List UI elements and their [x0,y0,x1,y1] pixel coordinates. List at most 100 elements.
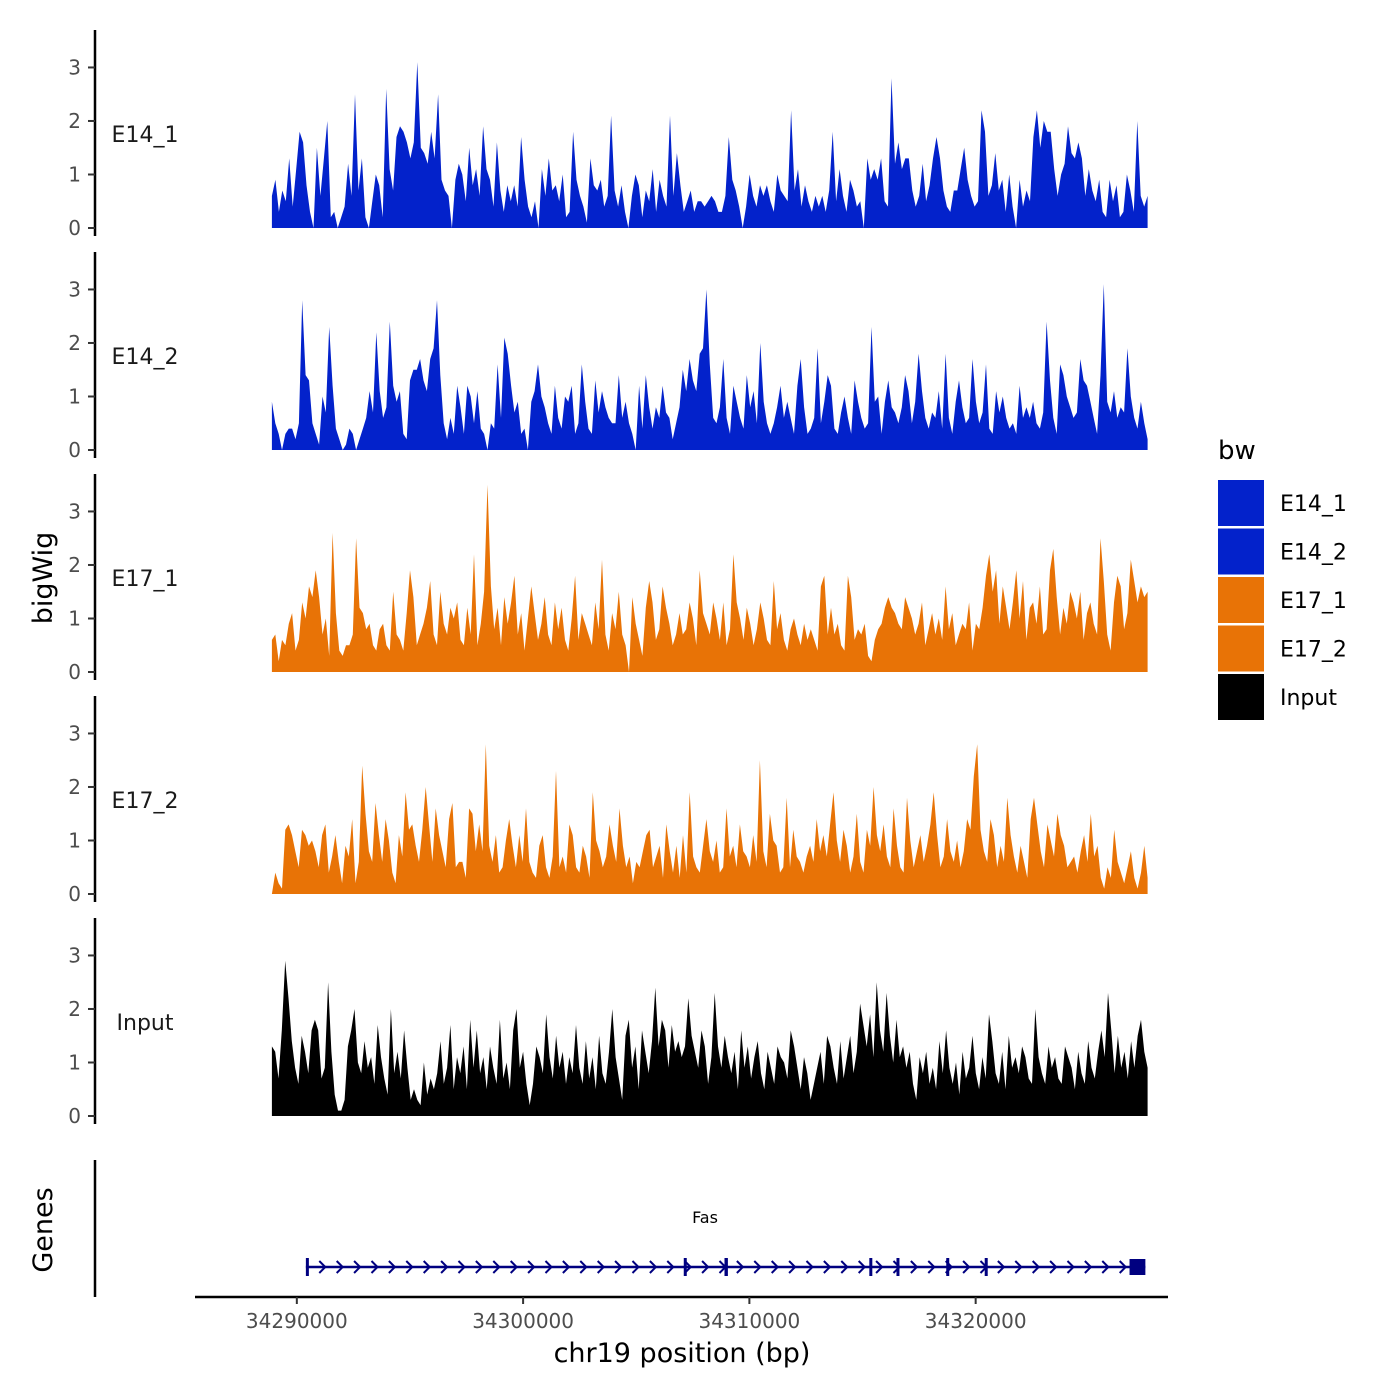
strand-arrow [579,1260,588,1274]
exon [683,1258,687,1276]
strand-arrow [1118,1260,1128,1274]
track-label: Input [117,1011,174,1036]
exon [305,1258,309,1276]
y-tick-label: 2 [68,109,81,133]
strand-arrow [788,1260,797,1274]
legend-label: E17_1 [1280,589,1347,614]
strand-arrow [596,1260,606,1274]
y-tick-label: 3 [68,55,81,79]
strand-arrow [544,1260,553,1274]
genes-panel: Fas [93,1160,1146,1297]
strand-arrow [892,1260,901,1274]
genes-panel-title: Genes [28,1187,59,1272]
track-e17-2: 0 1 2 3 E17_2 [68,696,1148,906]
legend-label: Input [1280,686,1337,711]
strand-arrow [1031,1260,1041,1274]
strand-arrow [701,1260,710,1274]
area-series [271,284,1148,450]
track-label: E17_2 [112,789,179,814]
y-tick-label: 2 [68,331,81,355]
strand-arrow [509,1260,519,1274]
legend-swatch [1218,625,1264,672]
strand-arrow [1014,1260,1023,1274]
strand-arrow [1101,1260,1110,1274]
strand-arrow [910,1260,919,1274]
strand-arrow [805,1260,814,1274]
strand-arrow [736,1260,745,1274]
x-axis-title: chr19 position (bp) [554,1338,811,1369]
y-tick-label: 0 [68,660,81,684]
y-tick-label: 0 [68,882,81,906]
y-tick-label: 2 [68,775,81,799]
x-tick-label: 34300000 [472,1309,574,1333]
y-tick-label: 3 [68,943,81,967]
strand-arrow [927,1260,936,1274]
exon [896,1258,900,1276]
strand-arrow [649,1260,658,1274]
strand-arrow [335,1260,345,1274]
track-e14-2: 0 1 2 3 E14_2 [68,252,1148,462]
strand-arrow [405,1260,414,1274]
strand-arrow [1084,1260,1093,1274]
legend-label: E14_1 [1280,492,1347,517]
legend-swatch [1218,577,1264,623]
strand-arrow [770,1260,780,1274]
strand-arrow [440,1260,449,1274]
strand-arrow [475,1260,484,1274]
track-e17-1: 0 1 2 3 E17_1 [68,474,1148,684]
strand-arrow [388,1260,397,1274]
strand-arrow [997,1260,1006,1274]
legend-swatch [1218,674,1264,720]
legend-swatch [1218,528,1264,575]
track-label: E14_2 [112,345,179,370]
strand-arrow [562,1260,571,1274]
strand-arrow [823,1260,832,1274]
strand-arrow [457,1260,466,1274]
strand-arrow [614,1260,623,1274]
legend: bw E14_1 E14_2 E17_1 E17_2 Input [1218,436,1347,720]
strand-arrow [631,1260,640,1274]
y-tick-label: 0 [68,438,81,462]
exon [1129,1259,1146,1275]
track-e14-1: 0 1 2 3 E14_1 [68,30,1148,240]
legend-label: E17_2 [1280,638,1347,663]
strand-arrow [962,1260,971,1274]
y-tick-label: 1 [68,1050,81,1074]
x-axis: 34290000 34300000 34310000 34320000 [195,1295,1168,1333]
area-series [271,744,1148,894]
strand-arrow [422,1260,432,1274]
y-tick-label: 2 [68,553,81,577]
track-label: E14_1 [112,123,179,148]
strand-arrow [318,1260,327,1274]
strand-arrow [527,1260,536,1274]
strand-arrow [840,1260,849,1274]
strand-arrow [370,1260,379,1274]
strand-arrow [1066,1260,1075,1274]
y-tick-label: 0 [68,1104,81,1128]
strand-arrow [875,1260,884,1274]
strand-arrow [492,1260,501,1274]
area-series [271,960,1148,1116]
legend-swatch [1218,480,1264,526]
track-label: E17_1 [112,567,179,592]
y-tick-label: 1 [68,606,81,630]
strand-arrow [666,1260,675,1274]
x-tick-label: 34320000 [925,1309,1027,1333]
gene-label: Fas [692,1208,718,1227]
x-tick-label: 34290000 [246,1309,348,1333]
x-tick-label: 34310000 [698,1309,800,1333]
y-axis-title: bigWig [28,532,59,625]
y-tick-label: 3 [68,721,81,745]
exon [869,1258,873,1276]
legend-label: E14_2 [1280,541,1347,566]
y-tick-label: 3 [68,277,81,301]
strand-arrow [1049,1260,1058,1274]
exon [946,1258,950,1276]
area-series [271,484,1148,672]
exon [984,1258,988,1276]
tracks: 0 1 2 3 E14_1 0 1 2 3 E14_2 0 1 2 3 E17_1 0 1 2 3 E17_2 0 1 2 3… [68,30,1148,1128]
strand-arrow [753,1260,762,1274]
track-input: 0 1 2 3 Input [68,918,1148,1128]
y-tick-label: 1 [68,162,81,186]
